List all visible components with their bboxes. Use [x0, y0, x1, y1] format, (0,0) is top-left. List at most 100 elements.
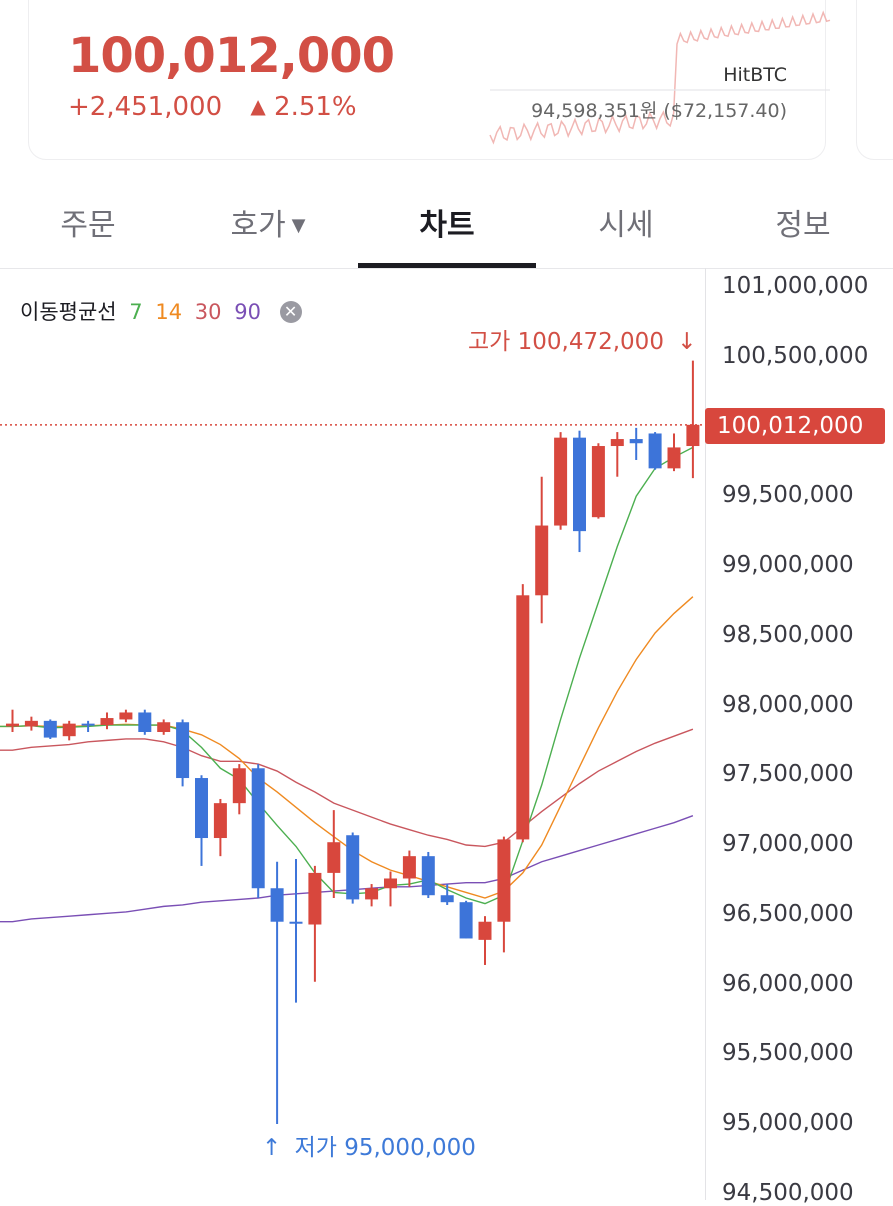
sparkline — [489, 10, 831, 145]
candle[interactable] — [346, 832, 360, 904]
current-price-marker: 100,012,000 — [705, 408, 885, 444]
candle[interactable] — [440, 884, 454, 905]
candle-body — [119, 712, 133, 720]
y-axis-tick-label: 97,000,000 — [722, 831, 854, 857]
candle[interactable] — [6, 709, 19, 733]
moving-average-legend[interactable]: 이동평균선 7 14 30 90 ✕ — [20, 296, 302, 326]
candle-body — [497, 839, 511, 922]
candle[interactable] — [270, 861, 284, 1124]
candle[interactable] — [327, 810, 341, 899]
up-triangle-icon: ▲ — [250, 94, 266, 118]
candle-body — [365, 888, 379, 900]
candle[interactable] — [478, 916, 492, 965]
candle[interactable] — [535, 476, 549, 624]
candle[interactable] — [176, 719, 190, 787]
candle-body — [648, 433, 662, 469]
y-axis-tick-label: 99,000,000 — [722, 552, 854, 578]
next-ticker-card[interactable] — [856, 0, 893, 160]
candle[interactable] — [24, 716, 38, 731]
candle-body — [24, 720, 38, 727]
tab-order[interactable]: 주문 — [60, 208, 116, 243]
caret-down-icon: ▼ — [291, 215, 306, 236]
candle[interactable] — [648, 432, 662, 470]
candle-body — [591, 446, 605, 518]
candle[interactable] — [100, 712, 114, 730]
y-axis-tick-label: 101,000,000 — [722, 273, 869, 299]
ma30-line — [0, 728, 694, 848]
ma-90-label: 90 — [234, 300, 261, 324]
reference-price: 94,598,351원 ($72,157.40) — [531, 100, 787, 122]
candlestick-chart[interactable] — [0, 268, 706, 1200]
candle[interactable] — [629, 427, 643, 460]
candle[interactable] — [119, 709, 133, 723]
candle[interactable] — [289, 858, 303, 1003]
candle-body — [535, 525, 549, 596]
y-axis-tick-label: 95,500,000 — [722, 1040, 854, 1067]
candle[interactable] — [62, 720, 76, 741]
tab-orderbook[interactable]: 호가 ▼ — [230, 208, 306, 243]
candle[interactable] — [384, 871, 397, 907]
y-axis-tick-label: 96,000,000 — [722, 970, 854, 997]
close-icon[interactable]: ✕ — [279, 301, 302, 323]
candle-body — [232, 768, 246, 804]
y-axis-tick-label: 95,000,000 — [722, 1110, 854, 1136]
high-price-label: 고가 100,472,000 ↓ — [468, 329, 697, 355]
y-axis-tick-label: 96,500,000 — [722, 900, 854, 927]
tab-chart[interactable]: 차트 — [419, 208, 475, 243]
candle[interactable] — [402, 850, 416, 887]
candle[interactable] — [421, 851, 435, 899]
candle-body — [686, 424, 700, 447]
candle[interactable] — [610, 432, 624, 477]
low-price-label: ↑ 저가 95,000,000 — [262, 1135, 476, 1161]
candle[interactable] — [516, 584, 530, 843]
candle[interactable] — [573, 430, 586, 553]
y-axis-tick-label: 99,500,000 — [722, 482, 854, 509]
candle-body — [213, 803, 227, 839]
ma-legend-title: 이동평균선 — [20, 300, 117, 324]
price-change: +2,451,000 ▲ 2.51% — [68, 92, 357, 122]
candle[interactable] — [686, 360, 700, 479]
candle[interactable] — [459, 900, 473, 939]
active-tab-indicator — [358, 263, 536, 268]
current-price: 100,012,000 — [68, 28, 395, 84]
tab-info[interactable]: 정보 — [775, 208, 831, 243]
candle-body — [176, 722, 190, 779]
candle-body — [43, 720, 57, 738]
candle[interactable] — [591, 443, 605, 519]
y-axis-divider — [705, 268, 706, 1200]
candle[interactable] — [365, 884, 379, 907]
candle[interactable] — [251, 764, 265, 899]
ma7-line — [0, 446, 694, 905]
candle-body — [667, 447, 681, 469]
arrow-up-icon: ↑ — [262, 1135, 282, 1161]
candle-body — [81, 723, 95, 726]
candle[interactable] — [157, 719, 171, 735]
candle-body — [251, 768, 265, 889]
candle-body — [402, 856, 416, 879]
candle-body — [459, 902, 473, 939]
candle[interactable] — [667, 433, 681, 472]
candle-body — [157, 722, 171, 733]
candle[interactable] — [554, 432, 568, 530]
exchange-name: HitBTC — [723, 64, 787, 86]
candle[interactable] — [138, 709, 152, 735]
candle[interactable] — [232, 764, 246, 815]
ma-7-label: 7 — [129, 300, 143, 324]
candle[interactable] — [43, 719, 57, 739]
candle-body — [6, 723, 19, 727]
candle[interactable] — [308, 865, 322, 982]
candle[interactable] — [213, 798, 227, 857]
candle-body — [629, 439, 643, 444]
candle-body — [478, 921, 492, 940]
candle-body — [308, 872, 322, 925]
candle[interactable] — [81, 720, 95, 733]
candle[interactable] — [195, 775, 208, 866]
candle-body — [100, 718, 114, 726]
candle-body — [270, 888, 284, 922]
tab-market-price[interactable]: 시세 — [598, 208, 654, 243]
candle[interactable] — [497, 836, 511, 953]
y-axis-tick-label: 98,000,000 — [722, 691, 854, 718]
candle-body — [384, 878, 397, 889]
ma-30-label: 30 — [194, 300, 222, 324]
candle-body — [421, 856, 435, 896]
